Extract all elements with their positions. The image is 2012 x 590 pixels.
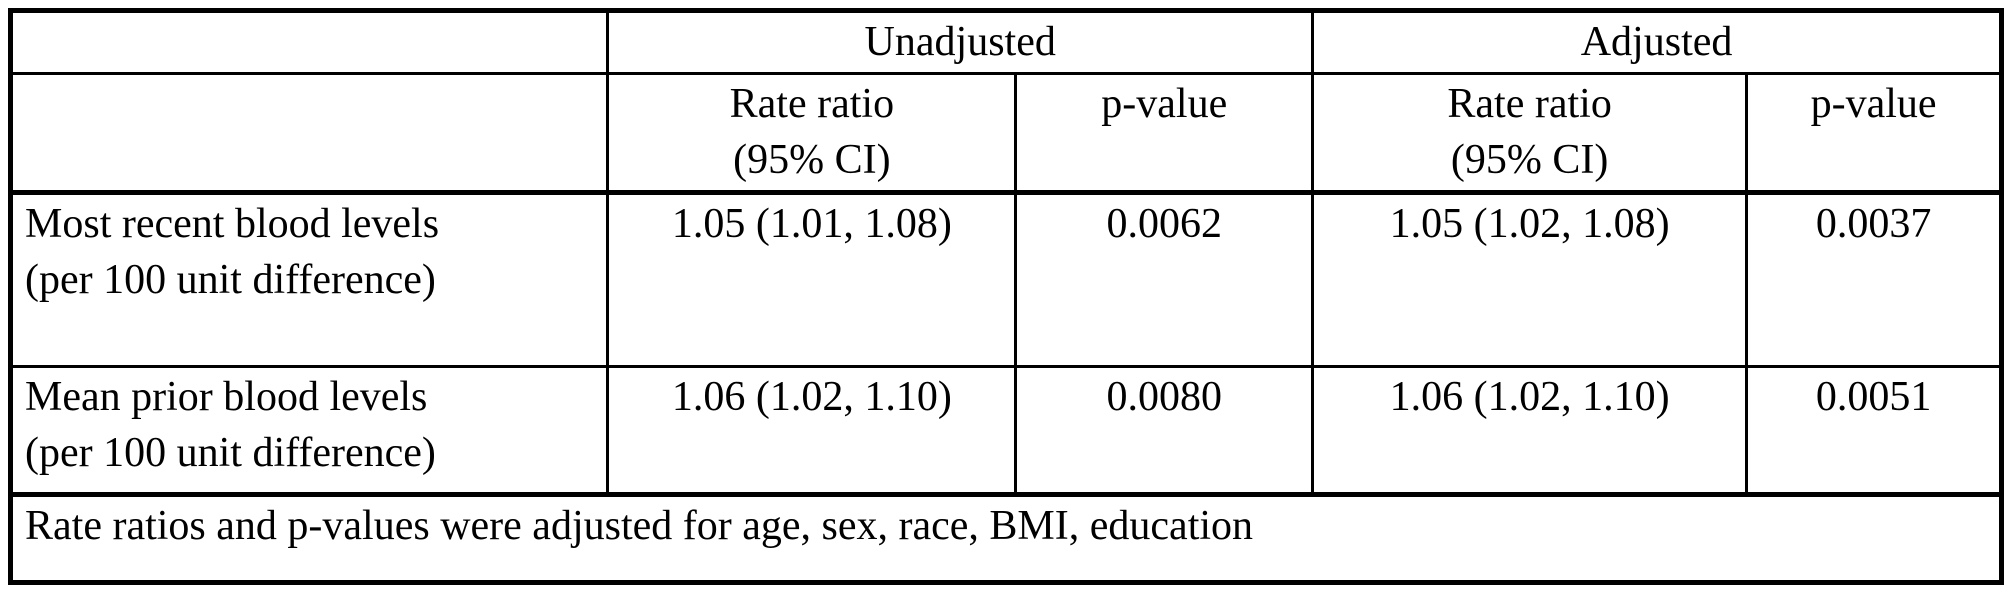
results-table: Unadjusted Adjusted Rate ratio (95% CI) … — [8, 8, 2004, 586]
header-rate-ratio-line1: Rate ratio — [729, 81, 895, 128]
header-rate-ratio-line1: Rate ratio — [1447, 81, 1612, 128]
row-label-mean-prior: Mean prior blood levels (per 100 unit di… — [8, 365, 610, 498]
row-label-line2: (per 100 unit difference) — [25, 256, 436, 303]
header-unadjusted-p-value: p-value — [1014, 72, 1315, 196]
table-row-mean-prior: Mean prior blood levels (per 100 unit di… — [8, 365, 2003, 498]
header-adjusted-p-value: p-value — [1745, 72, 2003, 196]
table-row-most-recent: Most recent blood levels (per 100 unit d… — [8, 191, 2003, 369]
header-adjusted-rate-ratio: Rate ratio (95% CI) — [1311, 72, 1749, 196]
footnote-row: Rate ratios and p-values were adjusted f… — [9, 493, 2003, 585]
header-rate-ratio-line2: (95% CI) — [733, 136, 891, 183]
row-label-line1: Mean prior blood levels — [25, 374, 428, 421]
header-unadjusted-rate-ratio: Rate ratio (95% CI) — [606, 72, 1018, 196]
cell-adjusted-p-value: 0.0037 — [1745, 191, 2003, 369]
row-label-line1: Most recent blood levels — [25, 201, 440, 248]
corner-blank-cell-2 — [8, 72, 610, 196]
group-header-unadjusted: Unadjusted — [606, 8, 1315, 76]
cell-adjusted-p-value: 0.0051 — [1745, 365, 2003, 498]
cell-adjusted-rate-ratio: 1.05 (1.02, 1.08) — [1311, 191, 1749, 369]
cell-unadjusted-rate-ratio: 1.05 (1.01, 1.08) — [606, 191, 1018, 369]
corner-blank-cell — [8, 8, 610, 76]
header-rate-ratio-line2: (95% CI) — [1450, 136, 1609, 183]
row-label-most-recent: Most recent blood levels (per 100 unit d… — [8, 191, 610, 369]
row-label-line2: (per 100 unit difference) — [25, 429, 436, 476]
group-header-adjusted: Adjusted — [1311, 8, 2003, 76]
group-header-row: Unadjusted Adjusted — [8, 8, 2003, 76]
sub-header-row: Rate ratio (95% CI) p-value Rate ratio (… — [8, 72, 2003, 196]
cell-unadjusted-p-value: 0.0062 — [1014, 191, 1315, 369]
cell-adjusted-rate-ratio: 1.06 (1.02, 1.10) — [1311, 365, 1749, 498]
cell-unadjusted-p-value: 0.0080 — [1014, 365, 1315, 498]
table-footnote: Rate ratios and p-values were adjusted f… — [9, 493, 2003, 585]
cell-unadjusted-rate-ratio: 1.06 (1.02, 1.10) — [606, 365, 1018, 498]
